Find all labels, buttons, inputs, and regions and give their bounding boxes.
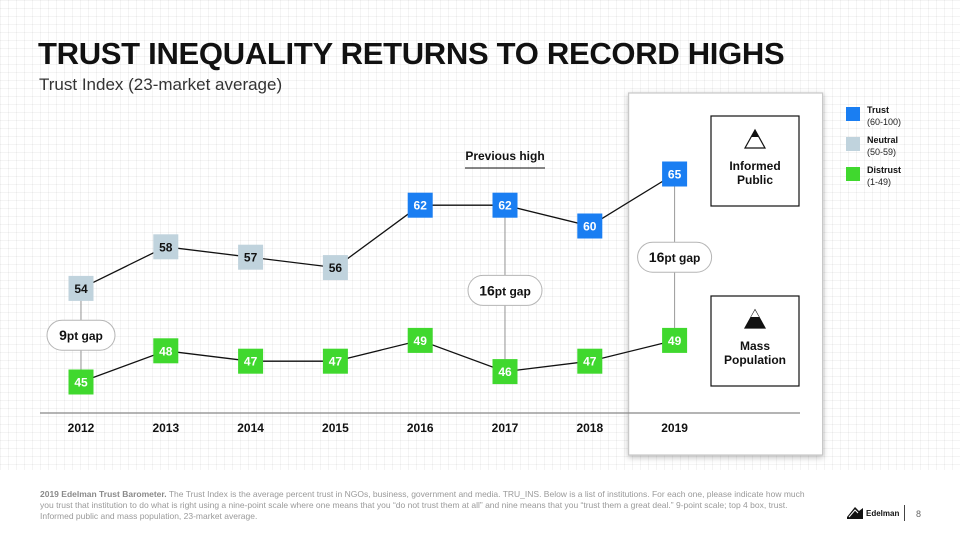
footer [0,470,960,540]
legend-swatch-trust [846,107,860,121]
gap-pill [637,241,713,273]
legend-label-distrust: Distrust [867,165,902,175]
legend-range-trust: (60-100) [867,117,902,127]
data-point-label: 47 [583,355,597,369]
data-point-label: 46 [498,365,512,379]
legend-label-neutral: Neutral [867,135,899,145]
data-point-label: 47 [244,355,258,369]
data-point-label: 49 [668,334,682,348]
gap-label: 9pt gap [59,327,103,343]
data-point-marker [153,338,179,364]
data-point-label: 48 [159,344,173,358]
data-point-marker [68,275,94,301]
x-tick-label: 2018 [576,421,603,435]
gap-label: 16pt gap [649,249,701,265]
data-point-marker [662,161,688,187]
data-point-marker [238,348,264,374]
mass-population-box-label: Population [724,353,786,367]
mass-population-box-label: Mass [740,339,770,353]
page-subtitle: Trust Index (23-market average) [39,75,283,94]
x-tick-label: 2017 [492,421,519,435]
mass-population-box-triangle-peak [751,310,759,317]
brand-divider [904,505,905,521]
data-point-marker [322,255,348,281]
legend-range-distrust: (1-49) [867,177,892,187]
data-point-marker [407,192,433,218]
x-tick-label: 2015 [322,421,349,435]
series-line-informed-public [80,173,675,289]
x-tick-label: 2016 [407,421,434,435]
data-point-marker [577,213,603,239]
gap-pill [467,274,543,306]
data-point-label: 58 [159,240,173,254]
informed-public-box-label: Informed [729,159,780,173]
data-point-label: 57 [244,251,258,265]
brand-name: Edelman [866,509,900,518]
legend-swatch-neutral [846,137,860,151]
previous-high-label: Previous high [465,149,544,163]
mass-population-box-triangle-icon [743,308,767,329]
informed-public-box-label: Public [737,173,773,187]
data-point-marker [577,348,603,374]
x-tick-label: 2014 [237,421,264,435]
informed-public-box-triangle-peak [751,130,759,137]
x-tick-label: 2019 [661,421,688,435]
data-point-label: 49 [414,334,428,348]
edelman-logo-icon [847,507,863,519]
data-point-marker [492,359,518,385]
legend-label-trust: Trust [867,105,890,115]
data-point-label: 62 [498,199,512,213]
data-point-marker [322,348,348,374]
gap-pill [46,319,116,351]
gap-label: 16pt gap [479,282,531,298]
data-point-marker [238,244,264,270]
legend-range-neutral: (50-59) [867,147,897,157]
data-point-marker [407,327,433,353]
data-point-label: 47 [329,355,343,369]
informed-public-box-triangle-icon [743,128,767,149]
footnote-text: The Trust Index is the average percent t… [40,489,805,521]
data-point-marker [662,327,688,353]
data-point-marker [153,234,179,260]
page-number: 8 [916,509,922,519]
data-point-label: 60 [583,220,597,234]
data-point-label: 65 [668,168,682,182]
data-point-label: 56 [329,261,343,275]
page-title: TRUST INEQUALITY RETURNS TO RECORD HIGHS [38,36,785,71]
data-point-label: 45 [74,376,88,390]
footnote-source: 2019 Edelman Trust Barometer. [40,489,167,499]
x-tick-label: 2013 [152,421,179,435]
legend-swatch-distrust [846,167,860,181]
data-point-label: 54 [74,282,88,296]
data-point-label: 62 [414,199,428,213]
trust-index-chart: 2012 2013 2014 2015 2016 2017 2018 2019 54 58 57 5… [40,92,824,456]
data-point-marker [492,192,518,218]
series-line-mass-population [80,339,675,383]
data-point-marker [68,369,94,395]
footnote: 2019 Edelman Trust Barometer. The Trust … [40,489,810,522]
x-tick-label: 2012 [68,421,95,435]
